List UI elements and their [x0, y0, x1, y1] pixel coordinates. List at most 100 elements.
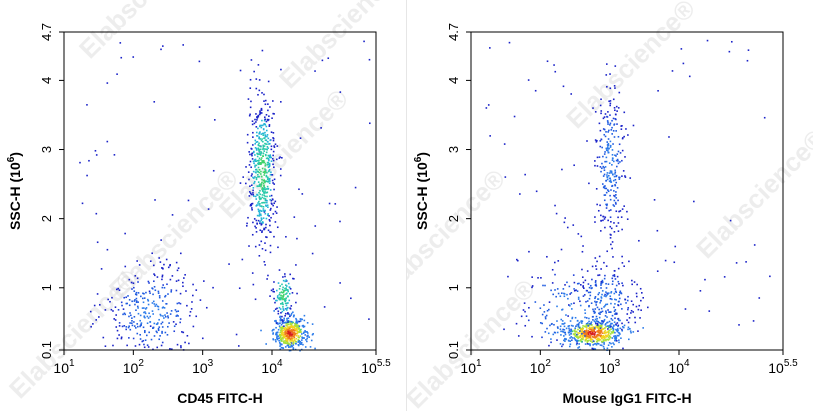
event-point: [264, 143, 267, 145]
event-point: [617, 325, 619, 328]
event-point: [306, 331, 308, 333]
event-point: [503, 143, 506, 145]
event-point: [595, 265, 597, 267]
event-point: [603, 185, 605, 188]
event-point: [599, 335, 602, 338]
event-point: [176, 302, 179, 305]
event-point: [623, 265, 625, 268]
event-point: [247, 216, 249, 219]
event-point: [599, 301, 601, 304]
event-point: [556, 320, 558, 322]
event-point: [571, 330, 574, 333]
event-point: [276, 322, 279, 324]
event-point: [278, 341, 281, 344]
event-point: [159, 261, 162, 263]
event-point: [285, 339, 288, 342]
x-tick-label: 104: [261, 358, 283, 376]
event-point: [255, 168, 258, 171]
event-point: [577, 325, 580, 327]
event-point: [273, 146, 276, 148]
event-point: [272, 332, 275, 334]
event-point: [260, 133, 263, 135]
event-point: [257, 162, 259, 165]
event-point: [280, 337, 282, 340]
event-point: [632, 303, 635, 306]
event-point: [671, 70, 674, 72]
event-point: [573, 288, 575, 290]
event-point: [286, 307, 288, 310]
event-point: [266, 163, 269, 166]
event-point: [597, 274, 599, 277]
event-point: [575, 340, 578, 343]
event-point: [611, 280, 614, 283]
event-point: [674, 245, 677, 248]
event-point: [251, 158, 254, 160]
event-point: [160, 322, 163, 325]
event-point: [606, 174, 608, 176]
event-point: [261, 196, 264, 199]
event-point: [190, 308, 193, 310]
event-point: [123, 296, 125, 299]
event-point: [296, 332, 298, 335]
event-point: [263, 185, 265, 188]
event-point: [264, 123, 267, 126]
event-point: [140, 322, 143, 324]
event-point: [612, 130, 615, 132]
x-axis: 101 102 103 104 105.5: [53, 350, 391, 376]
event-point: [294, 322, 296, 325]
event-point: [161, 332, 163, 334]
event-point: [311, 252, 314, 255]
event-point: [262, 145, 265, 148]
event-point: [609, 122, 612, 125]
event-point: [297, 336, 300, 339]
event-point: [158, 295, 161, 297]
event-point: [589, 343, 591, 345]
event-point: [615, 284, 618, 287]
event-point: [269, 220, 271, 222]
event-point: [298, 325, 301, 327]
event-point: [279, 348, 282, 351]
event-point: [603, 116, 606, 118]
event-point: [259, 229, 262, 232]
event-point: [203, 280, 205, 282]
event-point: [604, 329, 607, 332]
event-point: [260, 145, 262, 148]
event-point: [591, 347, 594, 350]
event-point: [287, 321, 289, 323]
event-point: [148, 290, 151, 293]
event-point: [250, 100, 252, 103]
event-point: [144, 308, 147, 310]
event-point: [298, 331, 301, 333]
event-point: [607, 174, 610, 177]
event-point: [587, 325, 590, 327]
event-point: [594, 335, 596, 338]
event-point: [295, 323, 297, 326]
event-point: [604, 274, 606, 277]
event-point: [272, 112, 274, 115]
event-point: [606, 115, 608, 118]
event-point: [637, 308, 640, 311]
event-point: [289, 323, 292, 326]
event-point: [264, 135, 267, 138]
event-point: [513, 115, 516, 118]
event-point: [132, 282, 135, 284]
event-point: [303, 314, 306, 317]
event-point: [174, 309, 177, 311]
event-point: [583, 294, 586, 296]
event-point: [301, 336, 303, 339]
event-point: [606, 63, 608, 65]
event-point: [256, 119, 258, 121]
event-point: [263, 174, 265, 176]
event-point: [258, 136, 261, 138]
event-point: [95, 154, 98, 156]
event-point: [571, 339, 573, 341]
event-point: [125, 302, 128, 305]
event-point: [584, 338, 587, 341]
event-point: [290, 305, 293, 307]
event-point: [589, 294, 592, 297]
event-point: [264, 188, 267, 191]
event-point: [287, 282, 290, 285]
event-point: [167, 293, 169, 295]
event-point: [561, 323, 564, 325]
event-point: [247, 171, 250, 173]
